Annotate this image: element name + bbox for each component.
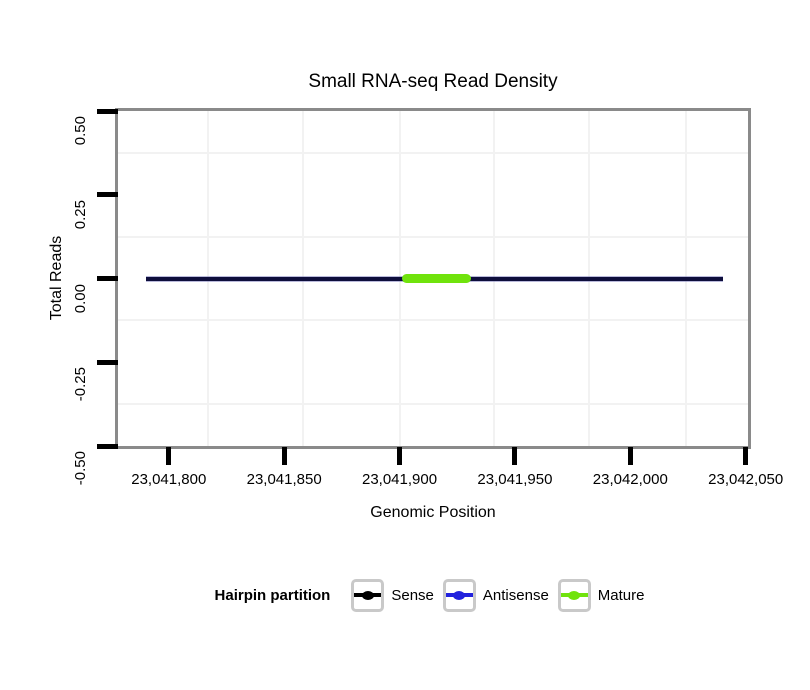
legend-key-mature-icon [557, 578, 591, 612]
legend-key-antisense-icon [442, 578, 476, 612]
legend: Hairpin partition Sense Antisense Mature [58, 577, 810, 613]
x-axis-tick [512, 447, 518, 465]
x-axis-tick [166, 447, 172, 465]
gridline-horizontal [118, 403, 748, 406]
gridline-horizontal [118, 235, 748, 238]
x-axis-tick-label: 23,041,800 [131, 471, 207, 488]
x-axis-tick-label: 23,041,950 [477, 471, 553, 488]
plot-area [115, 108, 751, 449]
legend-item-label: Mature [597, 586, 645, 604]
chart-title: Small RNA-seq Read Density [308, 71, 558, 92]
gridline-horizontal [118, 151, 748, 154]
x-axis-tick [281, 447, 287, 465]
legend-items: Sense Antisense Mature [351, 578, 653, 612]
x-axis-title: Genomic Position [370, 504, 496, 521]
y-axis-tick [97, 192, 118, 198]
y-axis-tick-label: 0.50 [72, 116, 89, 146]
x-axis-tick [397, 447, 403, 465]
x-axis-tick-label: 23,042,000 [592, 471, 668, 488]
y-axis-tick [97, 108, 118, 114]
legend-item-mature: Mature [557, 578, 645, 612]
y-axis-tick [97, 443, 118, 449]
legend-title: Hairpin partition [214, 586, 331, 604]
x-axis-tick-label: 23,042,050 [708, 471, 784, 488]
y-axis-title: Total Reads [48, 235, 65, 321]
y-axis-tick [97, 276, 118, 281]
legend-item-label: Sense [391, 586, 434, 604]
series-segment-mature [401, 274, 472, 283]
legend-key-dot [568, 590, 581, 600]
x-axis-tick [743, 447, 749, 465]
legend-item-sense: Sense [351, 578, 434, 612]
y-axis-tick-label: 0.00 [72, 283, 89, 313]
legend-key-dot [453, 590, 466, 600]
y-axis-tick-label: 0.25 [72, 199, 89, 229]
legend-item-label: Antisense [482, 586, 549, 604]
legend-item-antisense: Antisense [442, 578, 549, 612]
legend-key-dot [361, 590, 374, 600]
x-axis-tick [627, 447, 633, 465]
y-axis-tick [97, 359, 118, 365]
y-axis-tick-label: -0.50 [72, 451, 89, 486]
x-axis-tick-label: 23,041,850 [246, 471, 322, 488]
gridline-horizontal [118, 319, 748, 322]
y-axis-tick-label: -0.25 [72, 367, 89, 402]
x-axis-tick-label: 23,041,900 [361, 471, 438, 488]
legend-key-sense-icon [351, 578, 385, 612]
